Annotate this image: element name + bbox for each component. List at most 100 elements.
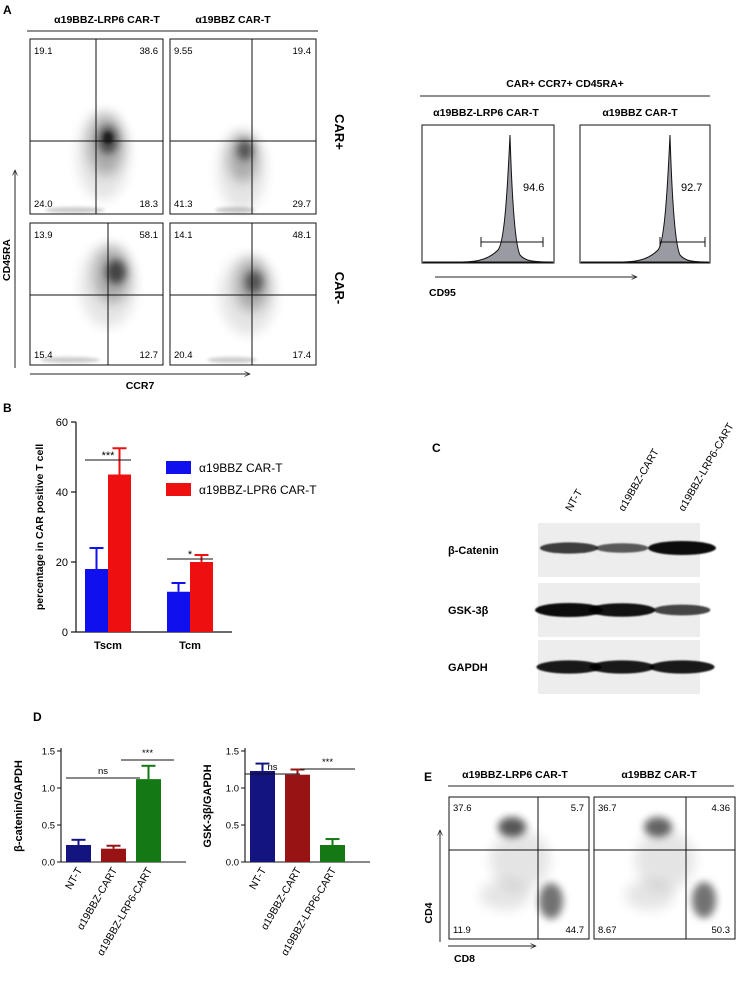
plot-frame [29, 222, 164, 366]
quadrant-ur: 58.1 [140, 230, 159, 241]
row-label-carpos: CAR+ [332, 114, 347, 150]
panel-label-e: E [424, 770, 432, 784]
y-tick-label: 0.5 [42, 821, 55, 832]
panel-a: A α19BBZ-LRP6 CAR-T α19BBZ CAR-T 19.1 38… [1, 3, 711, 392]
bars [85, 447, 213, 632]
flow-plot-e-lrp6: 37.6 5.7 11.9 44.7 [448, 796, 590, 940]
flow-density-cloud [625, 817, 716, 918]
flow-density-cloud [215, 130, 266, 213]
flow-plot-e-19bbz: 36.7 4.36 8.67 50.3 [593, 796, 736, 940]
blot-band [653, 604, 711, 616]
y-axis-label: percentage in CAR positive T cell [34, 444, 46, 610]
bar [108, 474, 131, 632]
blot-row-label: β-Catenin [448, 545, 499, 557]
bar [85, 569, 108, 632]
significance-label: *** [102, 450, 116, 462]
quadrant-ll: 20.4 [174, 350, 193, 361]
panel-d: D β-catenin/GAPDH0.00.51.01.5NT-Tα19BBZ-… [13, 710, 370, 958]
flow-plot-19bbz-carneg: 14.1 48.1 20.4 17.4 [169, 222, 317, 366]
quadrant-lr: 50.3 [712, 925, 731, 936]
quadrant-lr: 29.7 [293, 199, 312, 210]
bar [250, 770, 275, 862]
quadrant-lr: 17.4 [293, 350, 312, 361]
significance-label: *** [142, 748, 153, 759]
quadrant-lr: 18.3 [140, 199, 159, 210]
blot-band [589, 660, 655, 674]
panel-label-d: D [33, 710, 42, 724]
significance-label: * [188, 549, 193, 561]
flow-density-cloud [40, 243, 136, 363]
quadrant-ul: 37.6 [453, 803, 472, 814]
plot-frame [448, 796, 590, 940]
lane-label: NT-T [563, 487, 585, 514]
lane-label: α19BBZ-LRP6-CART [676, 421, 737, 514]
y-tick-label: 60 [56, 417, 68, 429]
bar [66, 844, 91, 862]
y-axis-label: β-catenin/GAPDH [13, 760, 25, 852]
blot-band [649, 660, 715, 674]
lane-label: α19BBZ-CART [616, 446, 662, 513]
y-tick-label: 40 [56, 487, 68, 499]
y-tick-label: 0 [62, 627, 68, 639]
legend-label: α19BBZ-LPR6 CAR-T [199, 483, 317, 497]
quadrant-ul: 13.9 [34, 230, 53, 241]
panel-label-c: C [432, 441, 441, 455]
col-header-lrp6: α19BBZ-LRP6 CAR-T [462, 769, 568, 781]
y-axis-label: CD4 [423, 902, 435, 923]
legend-label: α19BBZ CAR-T [199, 461, 283, 475]
blot-row-label: GAPDH [448, 662, 488, 674]
category-labels: Tscm Tcm [94, 640, 201, 652]
flow-density-cloud [45, 110, 129, 213]
y-tick-label: 0.0 [226, 858, 239, 869]
quadrant-ll: 24.0 [34, 199, 53, 210]
blot-band [539, 542, 599, 554]
blot-row: GAPDH [448, 640, 715, 694]
y-ticks: 0 20 40 60 [56, 417, 76, 639]
x-axis-label: CCR7 [126, 380, 155, 392]
plot-frame [579, 124, 711, 264]
blot-row-label: GSK-3β [448, 605, 489, 617]
y-tick-label: 1.0 [226, 784, 239, 795]
gate-value: 94.6 [523, 182, 544, 194]
category-label: NT-T [247, 865, 269, 892]
col-header-lrp6: α19BBZ-LRP6 CAR-T [54, 14, 160, 26]
histogram-19bbz: 92.7 [579, 124, 711, 264]
blot-band [588, 603, 656, 617]
quadrant-ll: 41.3 [174, 199, 193, 210]
panel-label-b: B [3, 401, 12, 415]
y-tick-label: 0.0 [42, 858, 55, 869]
bar [136, 779, 161, 862]
flow-density-cloud [480, 817, 563, 919]
significance-label: *** [322, 757, 333, 768]
blot-row: β-Catenin [448, 523, 716, 577]
quadrant-ur: 5.7 [571, 803, 584, 814]
flow-plot-lrp6-carpos: 19.1 38.6 24.0 18.3 [29, 38, 164, 215]
blot-band [595, 543, 649, 553]
y-tick-label: 1.0 [42, 784, 55, 795]
flow-density-cloud [207, 255, 276, 363]
x-axis-label: CD8 [454, 953, 475, 965]
panel-label-a: A [3, 3, 12, 17]
panel-e: E α19BBZ-LRP6 CAR-T α19BBZ CAR-T 37.6 5.… [423, 769, 736, 965]
histogram-curve [423, 134, 554, 263]
quadrant-ur: 4.36 [712, 803, 731, 814]
hist-header-lrp6: α19BBZ-LRP6 CAR-T [433, 107, 539, 119]
bar [101, 848, 126, 862]
blot-rows: β-Catenin GSK-3β GAPDH [448, 523, 716, 694]
quadrant-ur: 19.4 [293, 46, 312, 57]
bar [167, 591, 190, 632]
legend: α19BBZ CAR-T α19BBZ-LPR6 CAR-T [166, 461, 317, 497]
col-header-19bbz: α19BBZ CAR-T [195, 14, 271, 26]
y-axis-label: GSK-3β/GAPDH [202, 764, 214, 847]
y-tick-label: 1.5 [226, 747, 239, 758]
quadrant-ll: 11.9 [453, 925, 471, 936]
hist-x-axis-label: CD95 [429, 287, 456, 299]
plot-frame [169, 222, 317, 366]
chart-gsk3b: GSK-3β/GAPDH0.00.51.01.5NT-Tα19BBZ-CARTα… [202, 747, 370, 958]
gate-value: 92.7 [681, 182, 702, 194]
panel-b: B percentage in CAR positive T cell 0 20 4… [3, 401, 317, 652]
legend-swatch [166, 483, 191, 496]
blot-band [648, 541, 716, 555]
significance-label: ns [98, 766, 108, 777]
blot-band [536, 660, 602, 674]
